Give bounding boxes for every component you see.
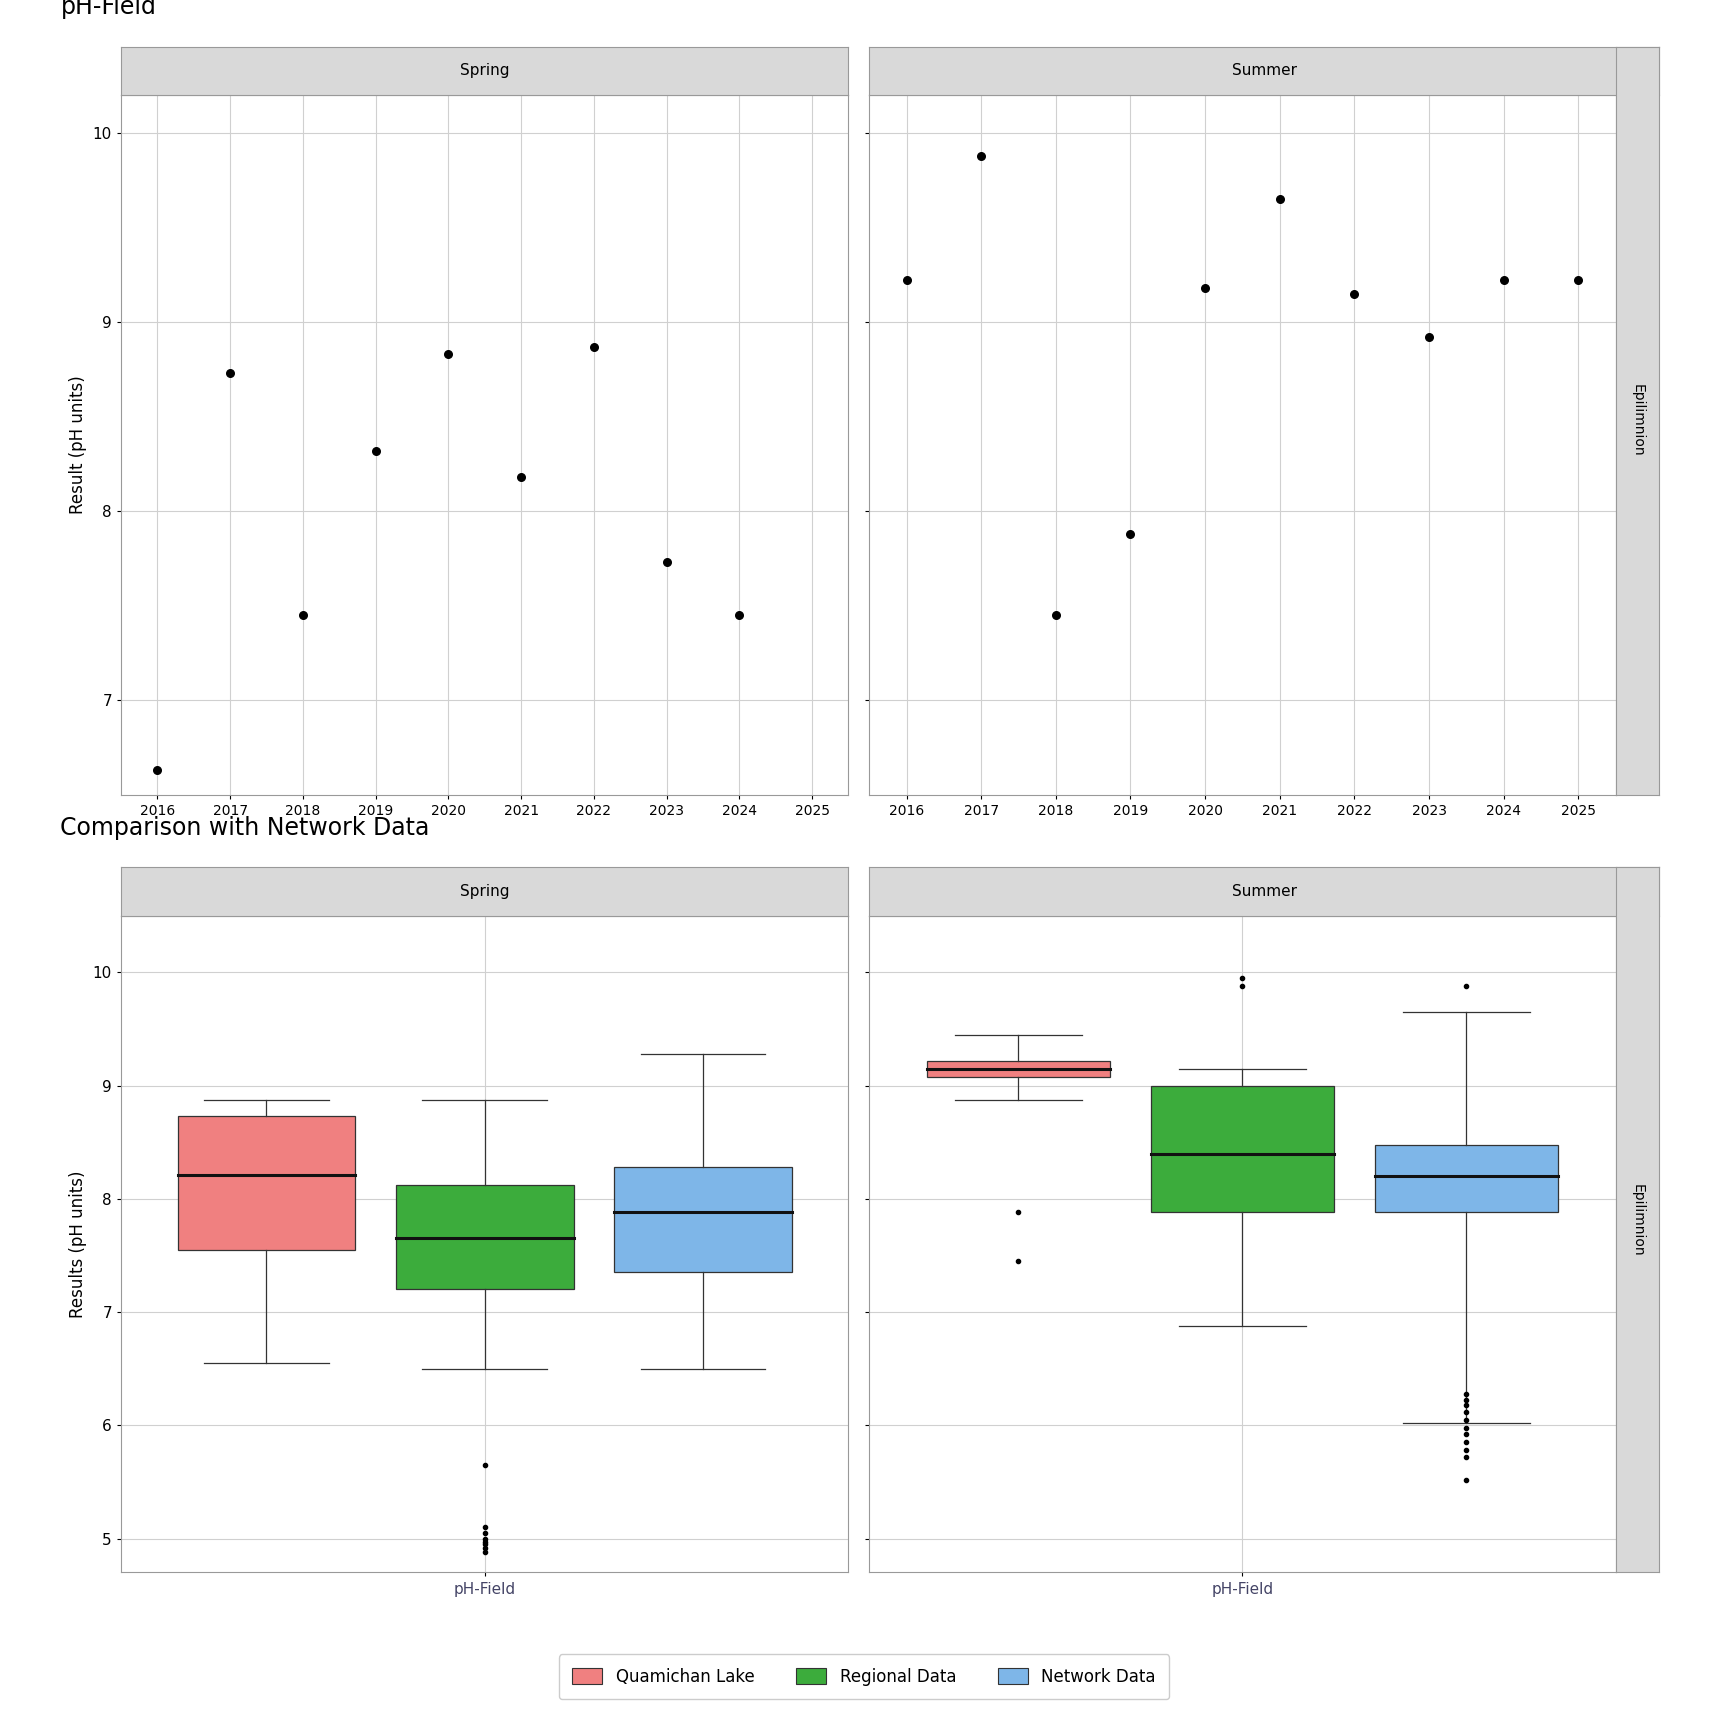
- Point: [1415, 323, 1443, 351]
- Y-axis label: Result (pH units): Result (pH units): [69, 375, 86, 515]
- Text: Spring: Spring: [460, 64, 510, 78]
- Y-axis label: Results (pH units): Results (pH units): [69, 1170, 86, 1318]
- Point: [1191, 275, 1218, 302]
- Point: [1341, 280, 1369, 308]
- Point: [893, 266, 921, 294]
- Text: Spring: Spring: [460, 885, 510, 899]
- Bar: [928, 1061, 1109, 1077]
- Bar: [613, 1166, 791, 1272]
- Point: [508, 463, 536, 491]
- Point: [361, 437, 389, 465]
- Point: [1490, 266, 1517, 294]
- Point: [434, 340, 461, 368]
- Text: Epilimnion: Epilimnion: [1630, 384, 1645, 458]
- Point: [1267, 185, 1294, 213]
- Legend: Quamichan Lake, Regional Data, Network Data: Quamichan Lake, Regional Data, Network D…: [560, 1654, 1168, 1699]
- Bar: [1151, 1085, 1334, 1213]
- Point: [1116, 520, 1144, 548]
- Point: [216, 359, 244, 387]
- Point: [1042, 601, 1070, 629]
- Point: [653, 548, 681, 575]
- Point: [968, 142, 995, 169]
- Point: [143, 757, 171, 785]
- Point: [581, 334, 608, 361]
- Bar: [1375, 1144, 1557, 1213]
- Text: Comparison with Network Data: Comparison with Network Data: [60, 816, 430, 840]
- Bar: [396, 1185, 574, 1289]
- Point: [1564, 266, 1591, 294]
- Point: [289, 601, 316, 629]
- Text: pH-Field: pH-Field: [60, 0, 156, 19]
- Text: Epilimnion: Epilimnion: [1630, 1184, 1645, 1256]
- Point: [726, 601, 753, 629]
- Bar: [178, 1116, 356, 1249]
- Text: Summer: Summer: [1232, 885, 1296, 899]
- Text: Summer: Summer: [1232, 64, 1296, 78]
